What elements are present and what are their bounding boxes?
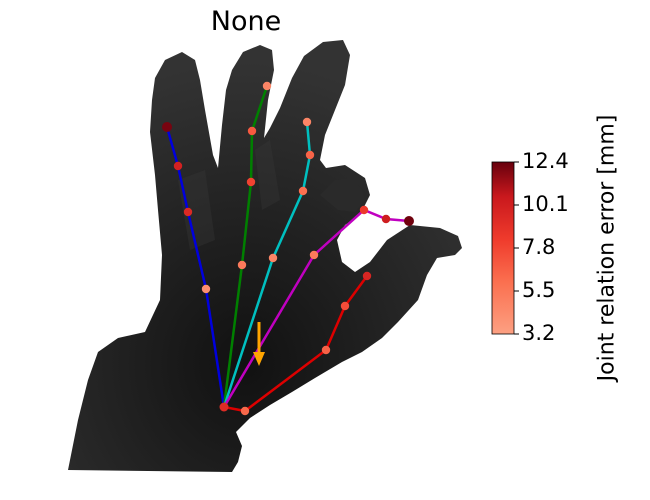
joint-point	[173, 161, 183, 171]
colorbar-tick-label: 10.1	[522, 192, 569, 216]
joint-point	[305, 150, 315, 160]
joint-point	[240, 406, 250, 416]
joint-point	[246, 177, 256, 187]
annotation-arrow	[253, 322, 265, 366]
joint-point	[362, 271, 372, 281]
colorbar	[491, 161, 519, 335]
colorbar-tick-label: 3.2	[522, 321, 556, 345]
hand-depth-image	[68, 40, 462, 472]
chart-title: None	[210, 6, 282, 37]
joint-point	[309, 250, 319, 260]
joint-point	[302, 117, 312, 127]
colorbar-tick-label: 7.8	[522, 235, 556, 259]
joint-point	[162, 122, 172, 132]
joint-point	[237, 260, 247, 270]
joint-point	[321, 345, 331, 355]
joint-point	[268, 253, 278, 263]
joint-point	[404, 216, 414, 226]
colorbar-tick-label: 5.5	[522, 278, 556, 302]
joint-point	[298, 186, 308, 196]
joint-point	[340, 301, 350, 311]
colorbar-tick-label: 12.4	[522, 149, 569, 173]
colorbar-gradient	[491, 161, 515, 335]
colorbar-label: Joint relation error [mm]	[594, 114, 620, 382]
joint-point	[183, 207, 193, 217]
joint-point	[262, 81, 272, 91]
joint-point	[381, 214, 391, 224]
wrist-joint-point	[219, 402, 229, 412]
joint-point	[359, 205, 369, 215]
joint-point	[247, 126, 257, 136]
skeleton-joints	[162, 81, 414, 416]
joint-point	[201, 284, 211, 294]
